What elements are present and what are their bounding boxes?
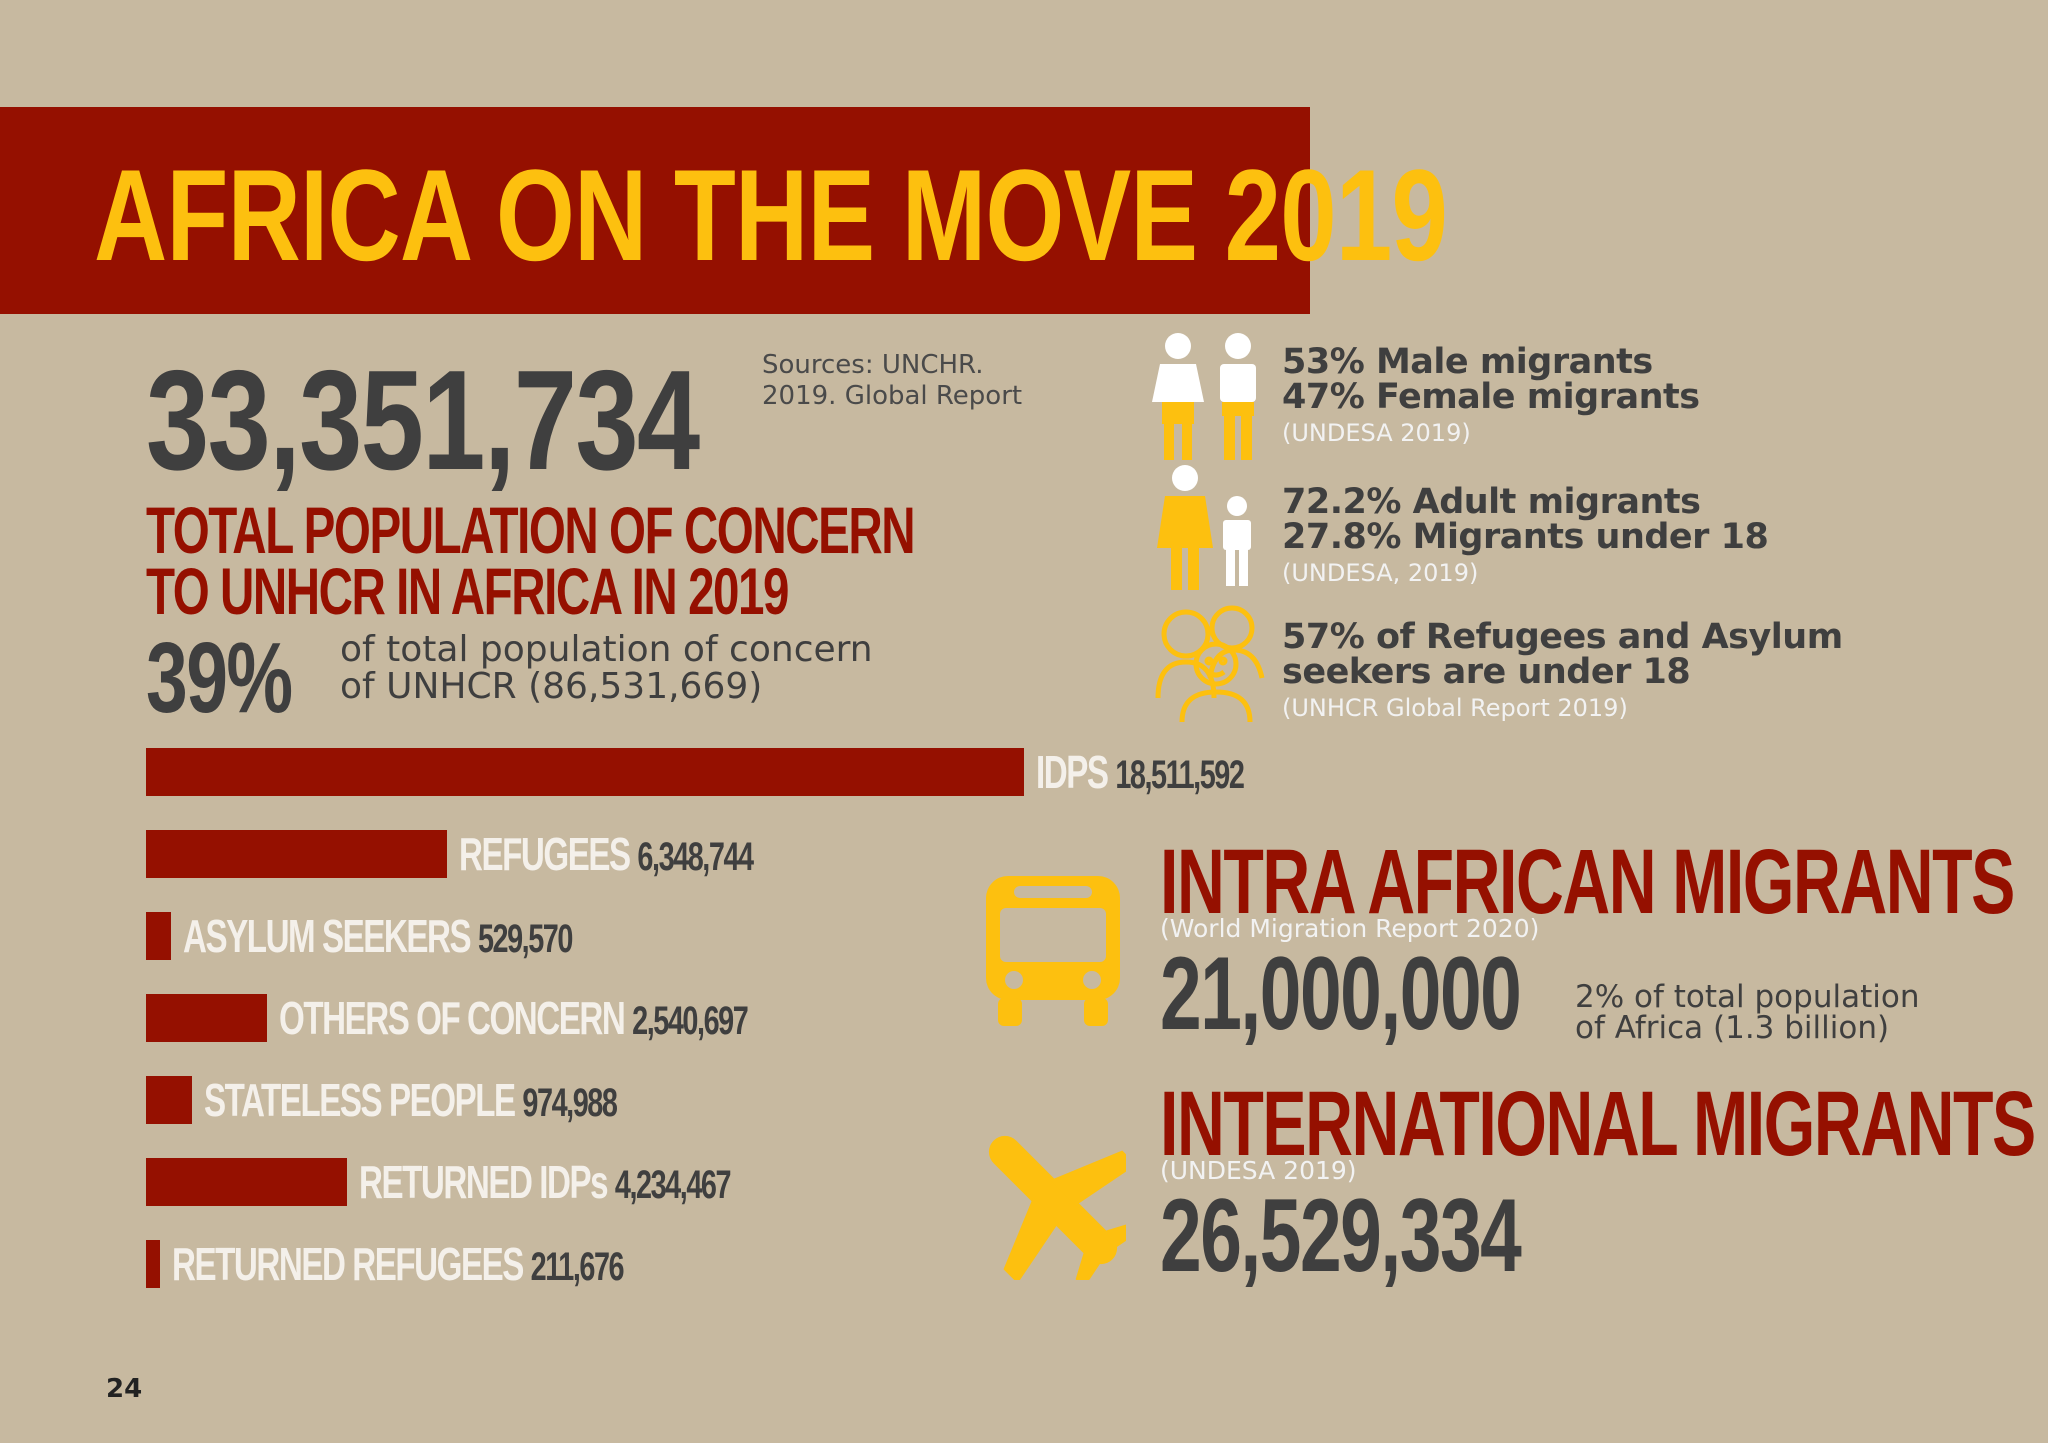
demographic-gender: 53% Male migrants 47% Female migrants (U… bbox=[1282, 342, 1700, 447]
demographic-gender-source: (UNDESA 2019) bbox=[1282, 419, 1471, 447]
bus-icon bbox=[986, 876, 1120, 1026]
bar-value-label: 6,348,744 bbox=[637, 835, 755, 879]
bar-value-label: 2,540,697 bbox=[631, 999, 749, 1043]
bar-label-2: ASYLUM SEEKERS 529,570 bbox=[183, 910, 573, 963]
bar-label-0: IDPS 18,511,592 bbox=[1036, 746, 1245, 799]
adult-child-icon bbox=[1157, 465, 1251, 590]
total-population-label: TOTAL POPULATION OF CONCERN TO UNHCR IN … bbox=[146, 493, 916, 628]
demographic-refugee-line-2: seekers are under 18 bbox=[1282, 652, 1691, 692]
percent-description: of total population of concern of UNHCR … bbox=[340, 629, 873, 707]
demographic-age: 72.2% Adult migrants 27.8% Migrants unde… bbox=[1282, 482, 1769, 587]
airplane-icon bbox=[988, 1135, 1126, 1280]
bar-category-label: ASYLUM SEEKERS bbox=[183, 910, 472, 962]
bar-category-label: OTHERS OF CONCERN bbox=[278, 992, 626, 1044]
male-female-icon bbox=[1152, 333, 1256, 460]
intra-note-line-2: of Africa (1.3 billion) bbox=[1575, 1010, 1890, 1046]
demographic-gender-line-1: 53% Male migrants bbox=[1282, 342, 1653, 382]
bar-category-label: RETURNED IDPs bbox=[358, 1156, 609, 1208]
sources-line-1: Sources: UNCHR. bbox=[762, 350, 984, 380]
sources-line-2: 2019. Global Report bbox=[762, 381, 1023, 412]
intra-african-note: 2% of total population of Africa (1.3 bi… bbox=[1575, 982, 1919, 1044]
page-number: 24 bbox=[106, 1374, 143, 1404]
demographic-refugee-line-1: 57% of Refugees and Asylum bbox=[1282, 617, 1843, 657]
intra-african-title: INTRA AFRICAN MIGRANTS bbox=[1160, 831, 2015, 933]
total-label-line-1: TOTAL POPULATION OF CONCERN bbox=[146, 493, 916, 567]
demographic-gender-line-2: 47% Female migrants bbox=[1282, 377, 1700, 417]
bar-category-label: IDPS bbox=[1036, 746, 1109, 798]
demographic-age-line-2: 27.8% Migrants under 18 bbox=[1282, 517, 1769, 557]
bar-0 bbox=[146, 748, 1024, 796]
percent-text-line-2: of UNHCR (86,531,669) bbox=[340, 665, 763, 707]
bar-2 bbox=[146, 912, 172, 960]
bar-category-label: REFUGEES bbox=[459, 828, 631, 880]
demographic-age-line-1: 72.2% Adult migrants bbox=[1282, 482, 1701, 522]
demographic-age-source: (UNDESA, 2019) bbox=[1282, 559, 1479, 587]
bar-4 bbox=[146, 1076, 193, 1124]
bar-category-label: RETURNED REFUGEES bbox=[172, 1238, 524, 1290]
page-title: AFRICA ON THE MOVE 2019 bbox=[94, 142, 1448, 288]
sources-note: Sources: UNCHR. 2019. Global Report bbox=[762, 350, 1022, 412]
total-label-line-2: TO UNHCR IN AFRICA IN 2019 bbox=[146, 553, 789, 628]
total-population-number: 33,351,734 bbox=[146, 341, 700, 500]
bar-value-label: 211,676 bbox=[530, 1245, 625, 1289]
intra-african-source: (World Migration Report 2020) bbox=[1160, 914, 1540, 943]
intra-african-number: 21,000,000 bbox=[1160, 936, 1522, 1052]
bar-value-label: 18,511,592 bbox=[1115, 753, 1245, 797]
demographic-refugee-source: (UNHCR Global Report 2019) bbox=[1282, 694, 1628, 722]
demographic-refugee-youth: 57% of Refugees and Asylum seekers are u… bbox=[1282, 617, 1843, 722]
bar-1 bbox=[146, 830, 448, 878]
bar-label-6: RETURNED REFUGEES 211,676 bbox=[172, 1238, 625, 1291]
bar-label-3: OTHERS OF CONCERN 2,540,697 bbox=[278, 992, 749, 1045]
bar-6 bbox=[146, 1240, 160, 1288]
bar-label-5: RETURNED IDPs 4,234,467 bbox=[358, 1156, 732, 1209]
bar-label-4: STATELESS PEOPLE 974,988 bbox=[204, 1074, 618, 1127]
bar-5 bbox=[146, 1158, 347, 1206]
bar-value-label: 529,570 bbox=[478, 917, 573, 961]
title-banner bbox=[0, 107, 1310, 314]
bar-category-label: STATELESS PEOPLE bbox=[204, 1074, 516, 1126]
international-source: (UNDESA 2019) bbox=[1160, 1156, 1357, 1185]
international-title: INTERNATIONAL MIGRANTS bbox=[1160, 1073, 2036, 1175]
family-group-icon bbox=[1155, 605, 1265, 723]
percent-figure: 39% bbox=[146, 622, 293, 734]
international-number: 26,529,334 bbox=[1160, 1178, 1522, 1294]
bar-value-label: 4,234,467 bbox=[614, 1163, 732, 1207]
bar-value-label: 974,988 bbox=[522, 1081, 618, 1125]
bar-label-1: REFUGEES 6,348,744 bbox=[459, 828, 755, 881]
bar-3 bbox=[146, 994, 267, 1042]
intra-note-line-1: 2% of total population bbox=[1575, 979, 1920, 1015]
percent-text-line-1: of total population of concern bbox=[340, 629, 873, 670]
